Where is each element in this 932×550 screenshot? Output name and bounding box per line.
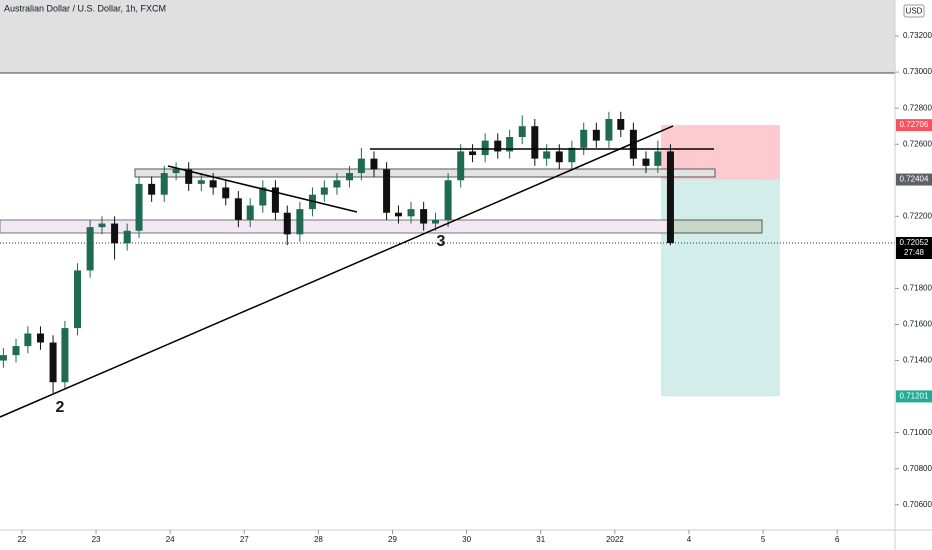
candle-body (259, 187, 267, 206)
x-tick-label: 27 (240, 535, 249, 544)
candle-body (172, 169, 180, 174)
candle-body (617, 118, 625, 130)
y-tick-label: 0.71400 (903, 356, 932, 365)
price-label-bg (896, 119, 932, 132)
candle-body (222, 187, 230, 199)
candle-body (333, 180, 341, 188)
candle-body (506, 137, 514, 152)
candle-body (494, 140, 502, 152)
candle-body (148, 183, 156, 195)
candle-body (383, 169, 391, 213)
candle-body (580, 129, 588, 148)
candle-body (197, 180, 205, 184)
candle-body (74, 270, 82, 329)
candle-body (61, 328, 69, 383)
annotation: 3 (437, 233, 446, 250)
candle-body (629, 129, 637, 159)
candle-body (531, 126, 539, 159)
x-tick-label: 31 (536, 535, 545, 544)
x-tick-label: 29 (388, 535, 397, 544)
candle-body (444, 180, 452, 220)
price-label-bg (896, 237, 932, 260)
x-tick-label: 22 (17, 535, 26, 544)
chart-title: Australian Dollar / U.S. Dollar, 1h, FXC… (4, 3, 166, 13)
x-tick-label: 4 (687, 535, 692, 544)
y-tick-label: 0.71600 (903, 320, 932, 329)
x-tick-label: 28 (314, 535, 323, 544)
candle-body (592, 129, 600, 141)
candle-body (666, 151, 674, 244)
candle-body (234, 198, 242, 220)
candle-body (0, 355, 7, 361)
candle-body (24, 333, 32, 347)
candle-body (86, 227, 94, 271)
trend-line (0, 125, 674, 418)
y-tick-label: 0.72600 (903, 139, 932, 148)
candle-body (605, 118, 613, 141)
support-box-end (667, 219, 763, 234)
candle-body (370, 158, 378, 170)
y-tick-label: 0.73200 (903, 31, 932, 40)
candle-body (654, 151, 662, 166)
candle-body (357, 158, 365, 174)
x-tick-label: 2022 (606, 535, 624, 544)
price-label: 0.71201 (900, 392, 929, 401)
candle-body (642, 158, 650, 166)
shaded-zone (0, 0, 895, 73)
candle-body (49, 342, 57, 383)
y-tick-label: 0.70800 (903, 464, 932, 473)
candle-body (555, 151, 563, 163)
candle-body (123, 230, 131, 244)
y-tick-label: 0.71000 (903, 428, 932, 437)
x-tick-label: 23 (92, 535, 101, 544)
candle-body (407, 209, 415, 217)
candle-body (283, 212, 291, 235)
x-tick-label: 30 (462, 535, 471, 544)
countdown: 27:48 (904, 248, 925, 257)
x-tick-label: 24 (166, 535, 175, 544)
candle-body (271, 187, 279, 213)
y-tick-label: 0.73000 (903, 67, 932, 76)
target-zone (661, 179, 780, 397)
x-tick-label: 5 (761, 535, 766, 544)
candle-body (543, 151, 551, 159)
candle-body (320, 187, 328, 195)
price-label-bg (896, 173, 932, 186)
candle-body (209, 180, 217, 188)
price-label: 0.72706 (900, 120, 929, 129)
y-tick-label: 0.72800 (903, 103, 932, 112)
candle-body (111, 223, 119, 244)
currency: USD (906, 7, 923, 16)
candle-body (135, 183, 143, 231)
candle-body (160, 173, 168, 195)
candle-body (36, 333, 44, 343)
candle-body (12, 346, 20, 356)
x-tick-label: 6 (835, 535, 840, 544)
resistance-box (134, 168, 716, 178)
candle-body (469, 151, 477, 156)
candle-body (296, 209, 304, 235)
trend-line (167, 165, 358, 213)
price-label-bg (896, 390, 932, 403)
candle-body (420, 209, 428, 224)
y-tick-label: 0.71800 (903, 284, 932, 293)
candle-body (246, 205, 254, 220)
candle-body (394, 212, 402, 217)
y-tick-label: 0.70600 (903, 500, 932, 509)
price-label: 0.72052 (900, 238, 929, 247)
y-tick-label: 0.72200 (903, 211, 932, 220)
candle-body (457, 151, 465, 181)
candle-body (98, 223, 106, 228)
price-label: 0.72404 (900, 175, 929, 184)
candle-body (481, 140, 489, 156)
candle-body (568, 147, 576, 163)
candle-body (185, 169, 193, 184)
annotation: 2 (56, 399, 65, 416)
candle-body (431, 219, 439, 224)
candle-body (518, 126, 526, 138)
currency-badge (903, 4, 925, 18)
candle-body (346, 173, 354, 181)
